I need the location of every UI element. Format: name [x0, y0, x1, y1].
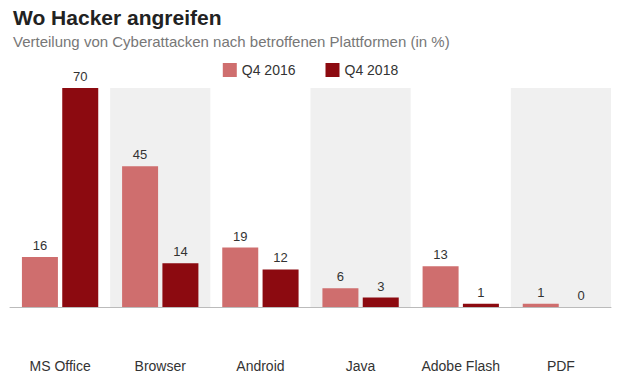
- svg-text:Q4 2016: Q4 2016: [242, 62, 296, 78]
- svg-text:6: 6: [337, 269, 344, 284]
- svg-text:12: 12: [273, 250, 287, 265]
- svg-text:14: 14: [173, 244, 187, 259]
- svg-text:3: 3: [377, 279, 384, 294]
- svg-text:45: 45: [133, 147, 147, 162]
- svg-text:0: 0: [577, 288, 584, 303]
- svg-text:Wo Hacker angreifen: Wo Hacker angreifen: [13, 6, 222, 29]
- svg-text:Java: Java: [346, 358, 376, 374]
- svg-text:PDF: PDF: [547, 358, 575, 374]
- svg-text:13: 13: [433, 247, 447, 262]
- svg-text:Q4 2018: Q4 2018: [345, 62, 399, 78]
- svg-text:MS Office: MS Office: [29, 358, 90, 374]
- svg-text:Android: Android: [236, 358, 284, 374]
- svg-text:1: 1: [537, 285, 544, 300]
- svg-text:Browser: Browser: [135, 358, 187, 374]
- svg-text:Verteilung von Cyberattacken n: Verteilung von Cyberattacken nach betrof…: [13, 33, 450, 50]
- svg-text:1: 1: [477, 285, 484, 300]
- svg-text:16: 16: [33, 238, 47, 253]
- svg-text:70: 70: [73, 69, 87, 84]
- svg-text:Adobe Flash: Adobe Flash: [421, 358, 500, 374]
- svg-text:19: 19: [233, 229, 247, 244]
